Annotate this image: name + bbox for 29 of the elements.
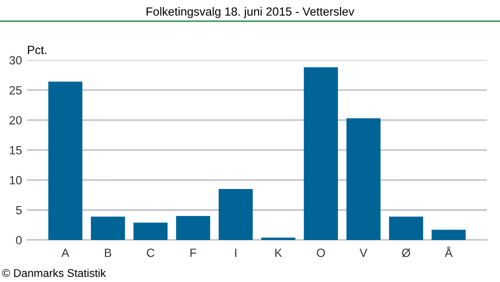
x-tick-label: Ø	[402, 248, 410, 258]
bar	[133, 222, 168, 240]
y-tick-label: 0	[16, 236, 22, 244]
y-tick-label: 5	[16, 206, 22, 214]
bar	[389, 216, 424, 240]
y-tick-label: 15	[10, 146, 22, 154]
x-tick-label: Å	[444, 246, 453, 257]
x-tick-label: V	[360, 248, 368, 257]
y-tick-label: 25	[10, 86, 22, 94]
bar	[218, 189, 253, 240]
bar	[304, 67, 338, 240]
bar	[48, 82, 82, 240]
x-tick-label: I	[235, 248, 236, 257]
y-tick-label: 10	[10, 176, 22, 184]
y-axis-title: Pct.	[28, 46, 46, 54]
bar	[90, 216, 125, 240]
x-tick-label: F	[190, 248, 196, 257]
chart-title: Folketingsvalg 18. juni 2015 - Vetterslev	[146, 7, 354, 18]
x-tick-label: B	[104, 248, 112, 257]
bar	[346, 118, 381, 240]
y-tick-label: 20	[10, 116, 22, 124]
x-tick-label: O	[316, 248, 325, 257]
text: © Danmarks Statistik	[2, 268, 106, 277]
x-tick-label: K	[275, 248, 282, 257]
y-tick-label: 30	[9, 56, 22, 64]
bar	[432, 230, 466, 240]
x-tick-label: A	[61, 248, 70, 257]
x-tick-label: C	[146, 248, 154, 257]
bar	[176, 216, 210, 240]
